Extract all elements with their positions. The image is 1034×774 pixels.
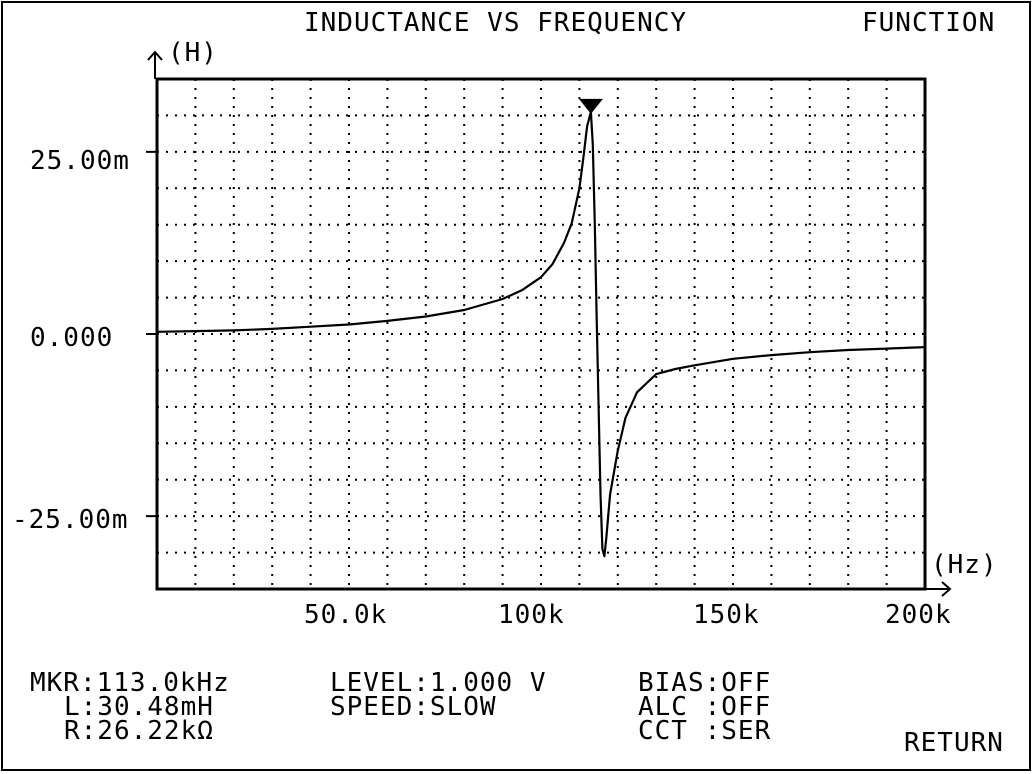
bias-setting: BIAS:OFF [638,668,772,698]
marker-triangle [578,98,603,114]
return-softkey[interactable]: RETURN [904,728,1004,758]
x-tick-label: 200k [885,600,952,630]
function-menu[interactable]: FUNCTION [862,8,996,38]
inductance-trace [156,110,926,558]
speed-setting: SPEED:SLOW [330,692,497,722]
cct-setting: CCT :SER [638,716,772,746]
level-setting: LEVEL:1.000 V [330,668,547,698]
inductance-readout: L:30.48mH [64,692,214,722]
y-tick-label: 25.00m [30,146,130,176]
x-tick-label: 150k [693,600,760,630]
alc-setting: ALC :OFF [638,692,772,722]
x-tick-label: 50.0k [304,600,388,630]
y-tick-label: 0.000 [30,323,114,353]
resistance-readout: R:26.22kΩ [64,716,214,746]
marker-frequency: MKR:113.0kHz [30,668,230,698]
x-axis-arrow-head [941,581,952,597]
chart-title: INDUCTANCE VS FREQUENCY [304,8,688,38]
y-axis-unit-label: (H) [168,38,218,68]
y-tick-label: -25.00m [12,505,129,535]
y-axis-arrow-head [147,50,163,61]
x-axis-unit-label: (Hz) [931,550,998,580]
x-tick-label: 100k [498,600,565,630]
